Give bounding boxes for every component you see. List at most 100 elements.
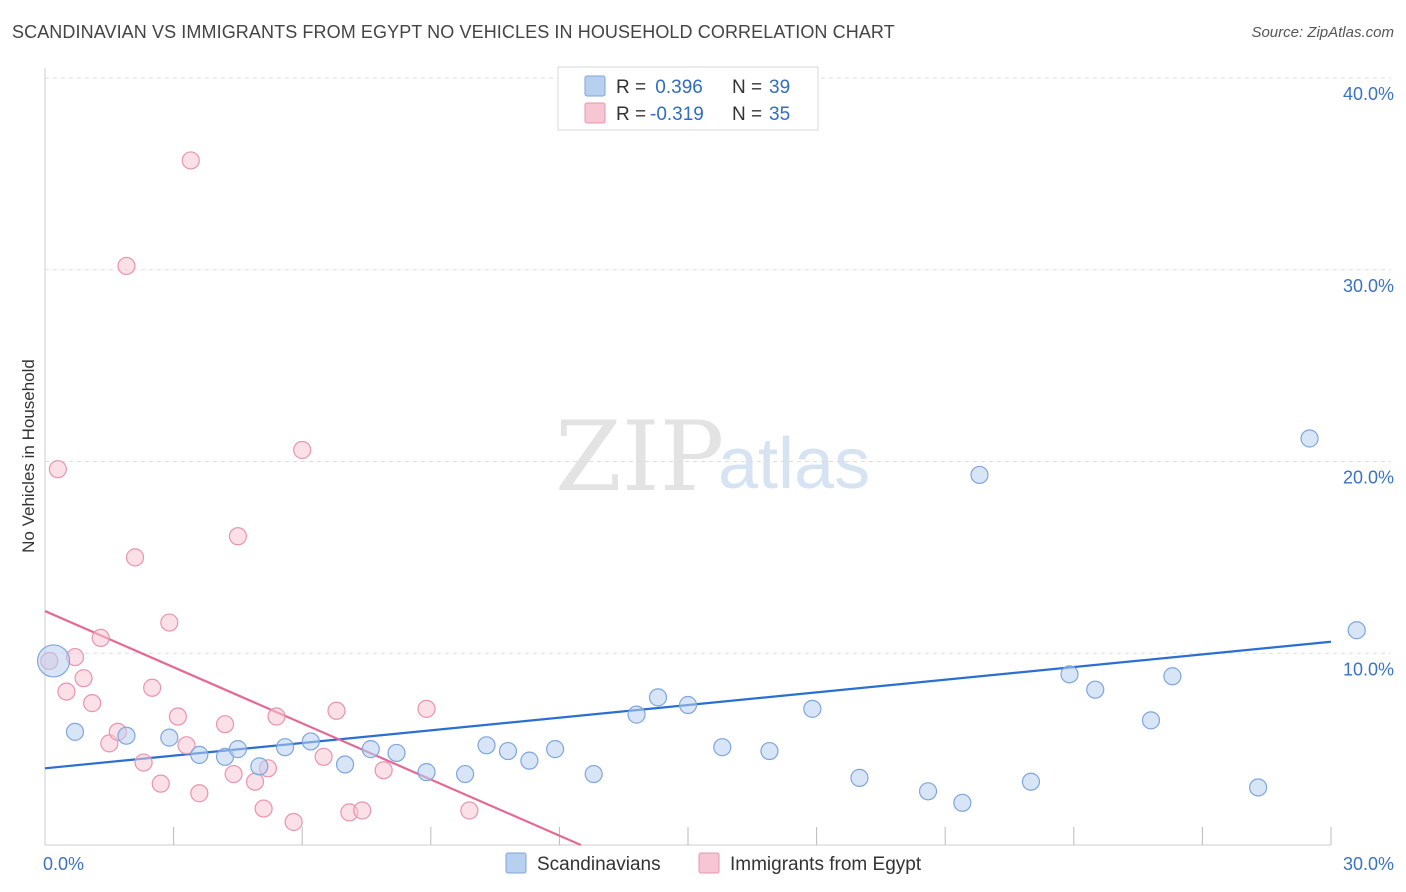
data-point [160,728,179,747]
y-tick-label: 40.0% [1343,84,1394,104]
data-point [417,763,436,782]
series-legend-swatch-immigrants-from-egypt [698,852,720,874]
data-point [374,761,393,780]
gridlines [45,77,1391,654]
data-point [520,751,539,770]
data-point [224,764,243,784]
y-tick-label: 30.0% [1343,276,1394,296]
x-tick-label: 30.0% [1343,854,1394,874]
data-point [125,548,145,567]
data-point [1086,680,1105,699]
trend-line-pink [44,610,582,847]
x-tick-label: 0.0% [43,854,84,874]
data-point [91,628,110,648]
data-point [284,812,303,832]
data-point [215,715,235,734]
data-point [181,151,200,170]
data-point [57,682,76,701]
data-point [143,678,162,697]
axes [44,68,1332,846]
data-point [228,740,247,759]
data-point [918,782,938,801]
chart-title: SCANDINAVIAN VS IMMIGRANTS FROM EGYPT NO… [12,22,895,42]
data-point [254,799,273,818]
data-point [168,707,187,726]
correlation-legend: R = 0.396 N = 39 R = -0.319 N = 35 [557,66,819,131]
data-point [850,768,869,787]
data-point [477,736,496,755]
data-point [970,465,989,485]
series-legend-swatch-scandinavians [505,852,527,874]
data-point [803,699,822,718]
data-point [1141,711,1161,730]
legend-swatch-blue [584,75,606,97]
data-point [117,726,136,745]
y-tick-label: 20.0% [1343,468,1394,488]
legend-r-label-pink: R = [616,104,646,125]
data-point [335,755,355,774]
source-label: Source: ZipAtlas.com [1251,24,1394,41]
data-point [1163,667,1182,686]
data-point [498,741,518,761]
series-legend-label-scandinavians: Scandinavians [537,854,661,875]
data-point [1021,772,1041,791]
data-point [177,736,196,755]
data-point [417,699,436,718]
series-legend: Scandinavians Immigrants from Egypt [505,852,922,875]
y-axis-label: No Vehicles in Household [19,359,38,553]
data-point [327,701,346,720]
legend-r-label-blue: R = [616,77,646,98]
data-point [228,527,247,546]
data-point [678,695,698,715]
data-point [760,741,779,761]
legend-n-label-pink: N = [732,104,762,125]
data-point [353,801,372,820]
data-point [65,722,85,741]
legend-n-value-pink: 35 [769,104,790,125]
legend-r-value-pink: -0.319 [650,104,704,125]
data-point [190,745,209,764]
data-point [1347,621,1366,640]
legend-r-value-blue: 0.396 [650,77,703,98]
data-point [546,740,565,759]
data-point [151,774,170,793]
data-point [245,772,265,791]
legend-n-label-blue: N = [732,77,762,98]
data-point [387,743,406,763]
data-point [117,256,136,276]
data-point [1249,778,1268,797]
data-point [627,705,646,724]
legend-n-value-blue: 39 [769,77,790,98]
data-point [314,747,333,766]
data-point [301,732,320,751]
data-point [160,613,179,632]
data-point [275,738,295,757]
data-point [83,694,102,713]
data-point [48,460,67,479]
data-point [584,764,603,784]
data-point [293,440,312,460]
data-point [713,738,732,757]
data-point [1060,665,1079,684]
data-point [74,669,93,688]
data-point [953,793,972,812]
legend-swatch-pink [584,102,606,124]
data-point [190,784,209,803]
points-scandinavians [36,429,1366,812]
data-point [361,740,380,759]
data-point [1300,429,1319,448]
data-point [455,764,475,784]
data-point [267,707,286,726]
data-point [250,757,269,776]
watermark-atlas: atlas [718,424,870,504]
trend-lines [44,610,1332,847]
data-point [134,753,153,772]
series-legend-label-immigrants-from-egypt: Immigrants from Egypt [730,854,922,875]
data-point [460,801,479,820]
watermark-zip: ZIP [555,401,724,513]
data-point [36,644,71,678]
tick-labels: 10.0% 20.0% 30.0% 40.0% 0.0% 30.0% [43,84,1394,874]
points-immigrants-from-egypt [40,151,479,832]
y-tick-label: 10.0% [1343,659,1394,679]
